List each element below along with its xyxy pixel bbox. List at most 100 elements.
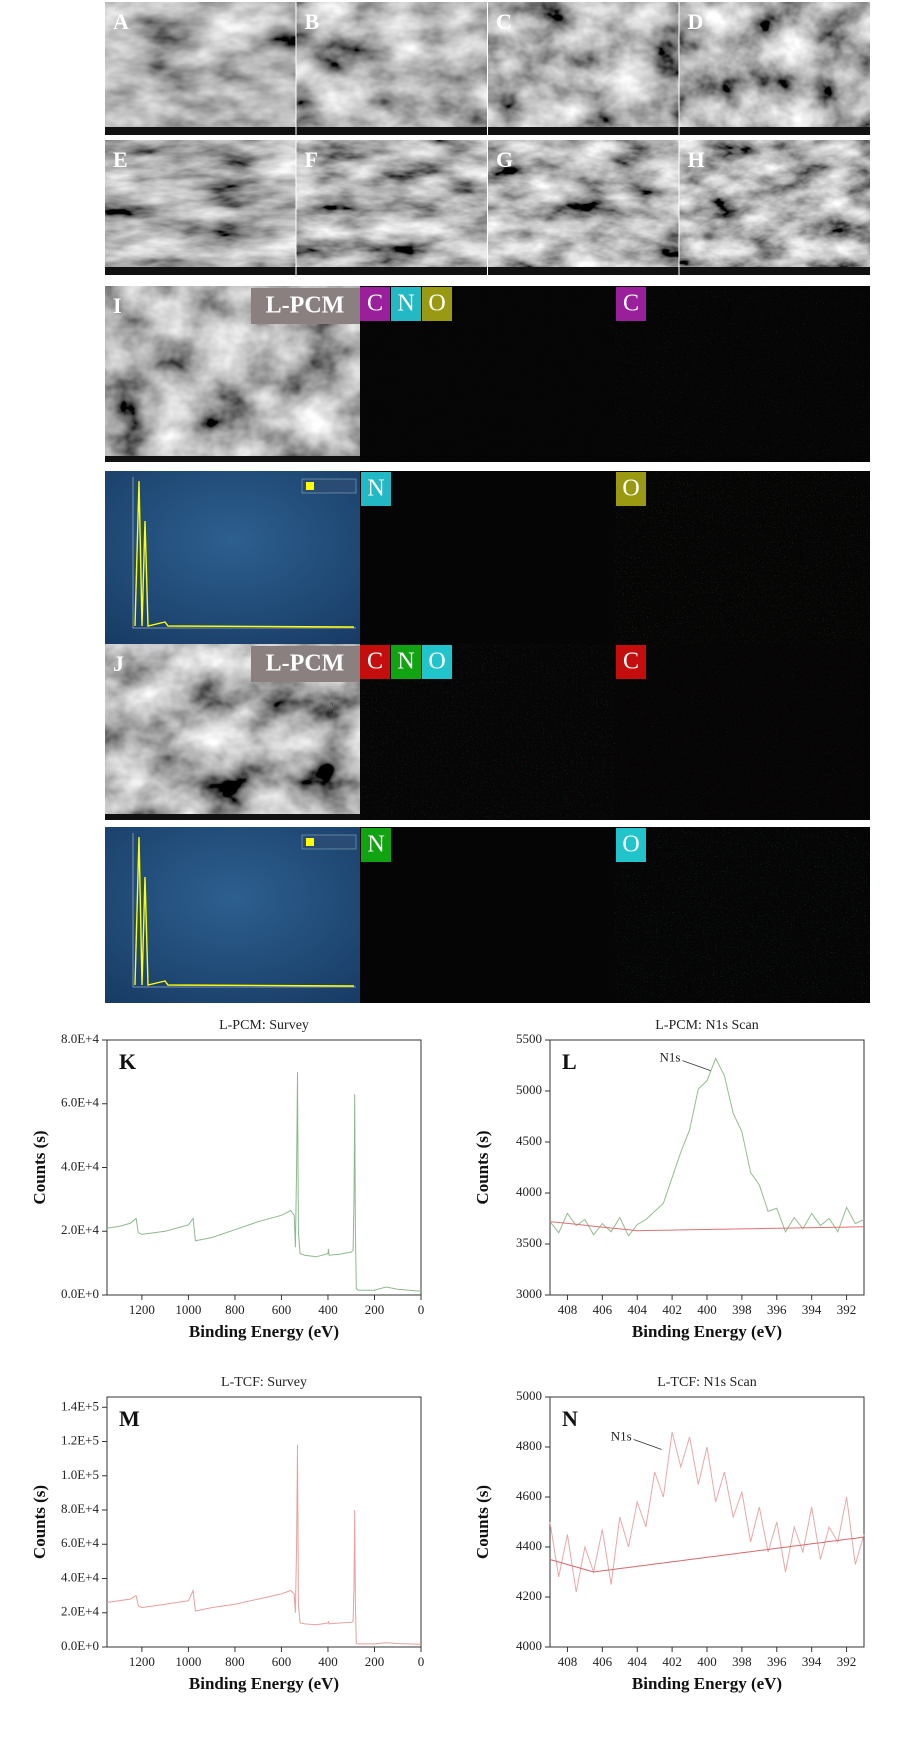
sem-image (105, 140, 296, 275)
panel-label: M (119, 1406, 140, 1431)
element-map (615, 827, 870, 1003)
x-tick-label: 392 (837, 1302, 857, 1317)
x-tick-label: 1200 (129, 1302, 155, 1317)
sem-image (679, 140, 870, 275)
spectrum-line (549, 1221, 865, 1232)
x-tick-label: 402 (662, 1302, 682, 1317)
x-axis-label: Binding Energy (eV) (189, 1674, 339, 1693)
element-symbol: O (428, 649, 445, 675)
element-map (615, 286, 870, 462)
y-tick-label: 4.0E+4 (61, 1569, 100, 1584)
x-tick-label: 1000 (175, 1302, 201, 1317)
x-tick-label: 200 (365, 1654, 385, 1669)
y-tick-label: 3000 (516, 1286, 542, 1301)
x-tick-label: 398 (732, 1654, 752, 1669)
x-tick-label: 394 (802, 1302, 822, 1317)
panel-label: C (496, 9, 512, 34)
spectrum-axes (132, 833, 356, 988)
y-tick-label: 4.0E+4 (61, 1158, 100, 1173)
x-tick-label: 1000 (175, 1654, 201, 1669)
element-symbol: C (623, 649, 639, 675)
y-tick-label: 4800 (516, 1438, 542, 1453)
x-tick-label: 408 (558, 1302, 578, 1317)
x-tick-label: 400 (318, 1654, 338, 1669)
x-axis-label: Binding Energy (eV) (632, 1322, 782, 1341)
panel-label: E (113, 147, 128, 172)
element-map (615, 471, 870, 644)
legend-swatch (306, 482, 314, 490)
element-map (360, 471, 615, 644)
x-tick-label: 396 (767, 1654, 787, 1669)
x-axis-label: Binding Energy (eV) (189, 1322, 339, 1341)
y-tick-label: 4600 (516, 1488, 542, 1503)
x-tick-label: 400 (697, 1302, 717, 1317)
sem-image (296, 2, 487, 135)
scale-bar-strip (105, 127, 296, 135)
x-tick-label: 406 (593, 1302, 613, 1317)
element-tag (361, 828, 391, 862)
y-axis-label: Counts (s) (30, 1130, 49, 1204)
panel-label: A (113, 9, 129, 34)
x-tick-label: 400 (697, 1654, 717, 1669)
element-tag (391, 645, 421, 679)
scale-bar-strip (488, 127, 679, 135)
panel-label: I (113, 293, 122, 318)
x-tick-label: 400 (318, 1302, 338, 1317)
scale-bar-strip (296, 127, 487, 135)
y-tick-label: 8.0E+4 (61, 1031, 100, 1046)
element-tag (360, 645, 390, 679)
y-tick-label: 6.0E+4 (61, 1535, 100, 1550)
y-axis-label: Counts (s) (30, 1485, 49, 1559)
annotation-pointer (633, 1439, 662, 1450)
y-tick-label: 2.0E+4 (61, 1604, 100, 1619)
element-map (360, 827, 615, 1003)
element-tag (616, 287, 646, 321)
sample-box (251, 646, 360, 682)
element-symbol: C (367, 291, 383, 317)
y-tick-label: 4000 (516, 1638, 542, 1653)
element-tag (422, 645, 452, 679)
y-tick-label: 0.0E+0 (61, 1638, 99, 1653)
plot-frame (549, 1396, 865, 1648)
panel-label: D (688, 9, 704, 34)
x-tick-label: 200 (365, 1302, 385, 1317)
element-symbol: O (622, 832, 639, 858)
element-symbol: N (367, 476, 384, 502)
x-tick-label: 406 (593, 1654, 613, 1669)
y-tick-label: 5000 (516, 1388, 542, 1403)
y-tick-label: 4500 (516, 1133, 542, 1148)
x-tick-label: 600 (272, 1654, 292, 1669)
chart-title: L-TCF: N1s Scan (657, 1375, 757, 1390)
element-tag (616, 472, 646, 506)
legend-chip (301, 834, 357, 850)
scale-bar-strip (679, 127, 870, 135)
x-tick-label: 0 (418, 1654, 425, 1669)
sample-box (251, 288, 360, 324)
scale-bar-strip (105, 814, 360, 820)
x-tick-label: 404 (627, 1654, 647, 1669)
plot-frame (106, 1039, 422, 1296)
scale-bar-strip (679, 267, 870, 275)
y-axis-label: Counts (s) (473, 1485, 492, 1559)
y-tick-label: 0.0E+0 (61, 1286, 99, 1301)
chart-title: L-PCM: N1s Scan (655, 1018, 758, 1033)
panel-label: N (562, 1406, 578, 1431)
legend-swatch (306, 838, 314, 846)
y-tick-label: 8.0E+4 (61, 1501, 100, 1516)
annotation-pointer (682, 1060, 711, 1071)
x-tick-label: 402 (662, 1654, 682, 1669)
element-symbol: N (397, 291, 414, 317)
scale-bar-strip (488, 267, 679, 275)
x-axis-label: Binding Energy (eV) (632, 1674, 782, 1693)
panel-label: F (305, 147, 318, 172)
element-symbol: N (367, 832, 384, 858)
sample-label: L-PCM (266, 651, 345, 677)
y-tick-label: 6.0E+4 (61, 1095, 100, 1110)
element-symbol: C (623, 291, 639, 317)
annotation: N1s (660, 1050, 681, 1065)
y-tick-label: 4400 (516, 1538, 542, 1553)
panel-label: G (496, 147, 513, 172)
x-tick-label: 408 (558, 1654, 578, 1669)
sample-label: L-PCM (266, 293, 345, 319)
x-tick-label: 800 (225, 1654, 245, 1669)
